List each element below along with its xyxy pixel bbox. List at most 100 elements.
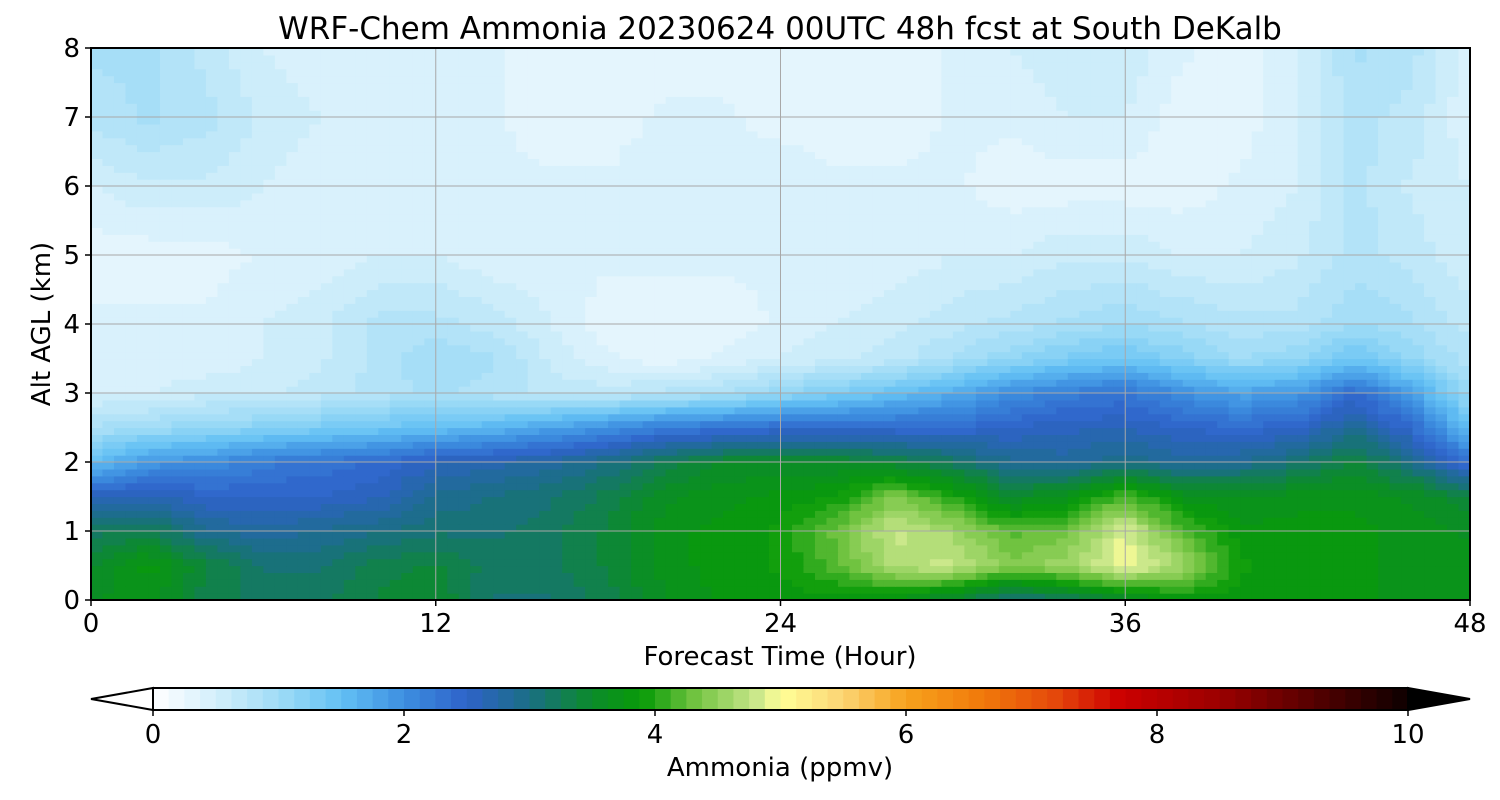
heat-cell [1228,551,1241,560]
heat-cell [1389,365,1402,373]
heat-cell [1320,351,1333,360]
heat-cell [424,496,437,504]
heat-cell [998,531,1011,539]
heat-cell [263,565,276,573]
heat-cell [1366,531,1379,539]
heat-cell [1435,524,1448,532]
heat-cell [274,551,287,560]
heat-cell [1320,365,1333,373]
heat-cell [435,496,448,504]
heat-cell [1090,379,1103,387]
heat-cell [1067,379,1080,387]
heat-cell [654,413,667,422]
heat-cell [1286,572,1299,580]
heat-cell [1447,406,1460,415]
heat-cell [435,475,448,484]
heat-cell [1366,586,1379,594]
heat-cell [711,406,724,415]
heat-cell [1447,427,1460,435]
heat-cell [677,344,690,353]
heat-cell [205,462,219,470]
heat-cell [1320,399,1333,408]
heat-cell [412,351,425,360]
heat-cell [1021,586,1034,594]
heat-cell [814,386,828,394]
heat-cell [516,558,529,567]
heat-cell [1148,475,1161,484]
heat-cell [711,455,724,463]
heat-cell [102,551,115,560]
heat-cell [895,324,908,332]
heat-cell [148,434,161,442]
heat-cell [1171,372,1184,380]
heat-cell [1263,441,1276,449]
heat-cell [1274,517,1287,525]
heat-cell [1194,537,1207,546]
heat-cell [182,324,196,332]
heat-cell [1355,324,1368,332]
heat-cell [493,524,506,532]
heat-cell [677,413,690,422]
heat-cell [1286,489,1299,498]
heat-cell [734,365,747,373]
heat-cell [113,413,127,422]
heat-cell [573,537,586,546]
heat-cell [332,579,345,587]
heat-cell [585,399,598,408]
heat-cell [769,586,782,594]
heat-cell [1458,372,1470,380]
heat-cell [458,427,471,435]
heat-cell [769,310,782,318]
heat-cell [700,441,713,449]
heat-cell [171,455,184,463]
heat-cell [263,572,276,580]
heat-cell [757,448,770,456]
heat-cell [791,462,805,470]
heat-cell [1332,531,1345,539]
heat-cell [1067,482,1080,491]
heat-cell [631,517,644,525]
heat-cell [791,468,805,477]
heat-cell [332,482,345,491]
heat-cell [895,399,908,408]
heat-cell [1412,455,1425,463]
heat-cell [228,517,241,525]
heat-cell [1366,406,1379,415]
heat-cell [918,337,931,346]
heat-cell [1010,579,1023,587]
heat-cell [1447,462,1460,470]
heat-cell [1125,551,1138,560]
heat-cell [286,448,299,456]
heat-cell [1056,317,1069,325]
heat-cell [286,489,299,498]
heat-cell [746,406,759,415]
heat-cell [550,489,563,498]
heat-cell [596,544,609,553]
heat-cell [320,317,333,325]
heat-cell [860,475,874,484]
heat-cell [1010,317,1023,325]
heat-cell [1102,386,1115,394]
heat-cell [320,310,333,318]
heat-cell [1010,489,1023,498]
heat-cell [1320,524,1333,532]
heat-cell [723,489,736,498]
heat-cell [309,427,322,435]
heat-cell [1343,537,1356,546]
heat-cell [228,544,241,553]
heat-cell [274,468,287,477]
heat-cell [378,503,391,511]
heat-cell [883,544,897,553]
heat-cell [1435,330,1448,339]
heat-cell [263,324,276,332]
heat-cell [159,317,173,325]
heat-cell [1125,475,1138,484]
heat-cell [987,358,1000,366]
heat-cell [1136,593,1149,600]
heat-cell [585,448,598,456]
heat-cell [1309,344,1322,353]
heat-cell [182,393,196,401]
heat-cell [1125,537,1138,546]
heat-cell [493,337,506,346]
heat-cell [929,413,942,422]
